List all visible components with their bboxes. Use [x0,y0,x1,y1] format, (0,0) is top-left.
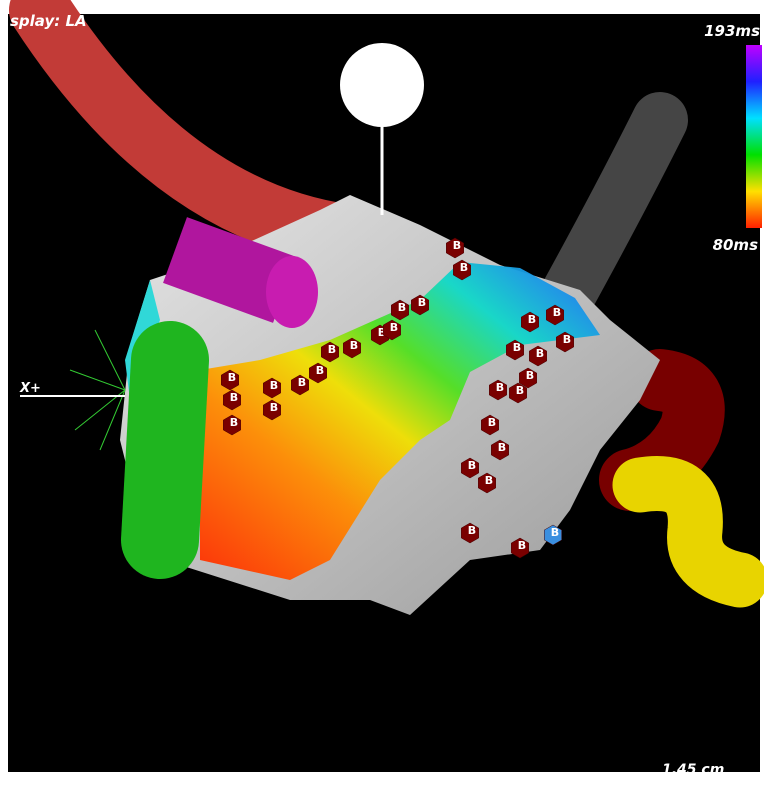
marker-label: B [328,343,336,356]
page: {"viewer": {"display_label": "splay: LA"… [0,0,764,787]
marker-label: B [418,296,426,309]
marker-label: B [270,379,278,392]
scale-min: 80ms [713,236,759,254]
marker-label: B [551,526,559,539]
marker-label: B [496,381,504,394]
color-bar [746,45,762,228]
marker-label: B [528,313,536,326]
probe-head [340,43,424,127]
marker-label: B [563,333,571,346]
marker-label: B [536,347,544,360]
scale-bar-label: 1.45 cm [662,762,724,778]
marker-label: B [485,474,493,487]
marker-label: B [518,539,526,552]
vessel-green [160,360,170,540]
marker-label: B [526,369,534,382]
marker-label: B [498,441,506,454]
map-viewer: X+ splay: LA 193ms 80ms 1.45 cm BBBBBBBB… [0,0,764,787]
marker-label: B [350,339,358,352]
vessel-magenta-end [266,256,318,328]
marker-label: B [468,524,476,537]
marker-label: B [453,239,461,252]
axis-label: X+ [19,381,41,396]
marker-label: B [513,341,521,354]
marker-label: B [516,384,524,397]
marker-label: B [230,391,238,404]
marker-label: B [230,416,238,429]
marker-label: B [228,371,236,384]
display-label: splay: LA [10,12,87,30]
marker-label: B [460,261,468,274]
marker-label: B [390,321,398,334]
marker-label: B [488,416,496,429]
marker-label: B [468,459,476,472]
marker-label: B [398,301,406,314]
scale-max: 193ms [704,22,760,40]
marker-label: B [298,376,306,389]
marker-label: B [270,401,278,414]
marker-label: B [553,306,561,319]
marker-label: B [316,364,324,377]
